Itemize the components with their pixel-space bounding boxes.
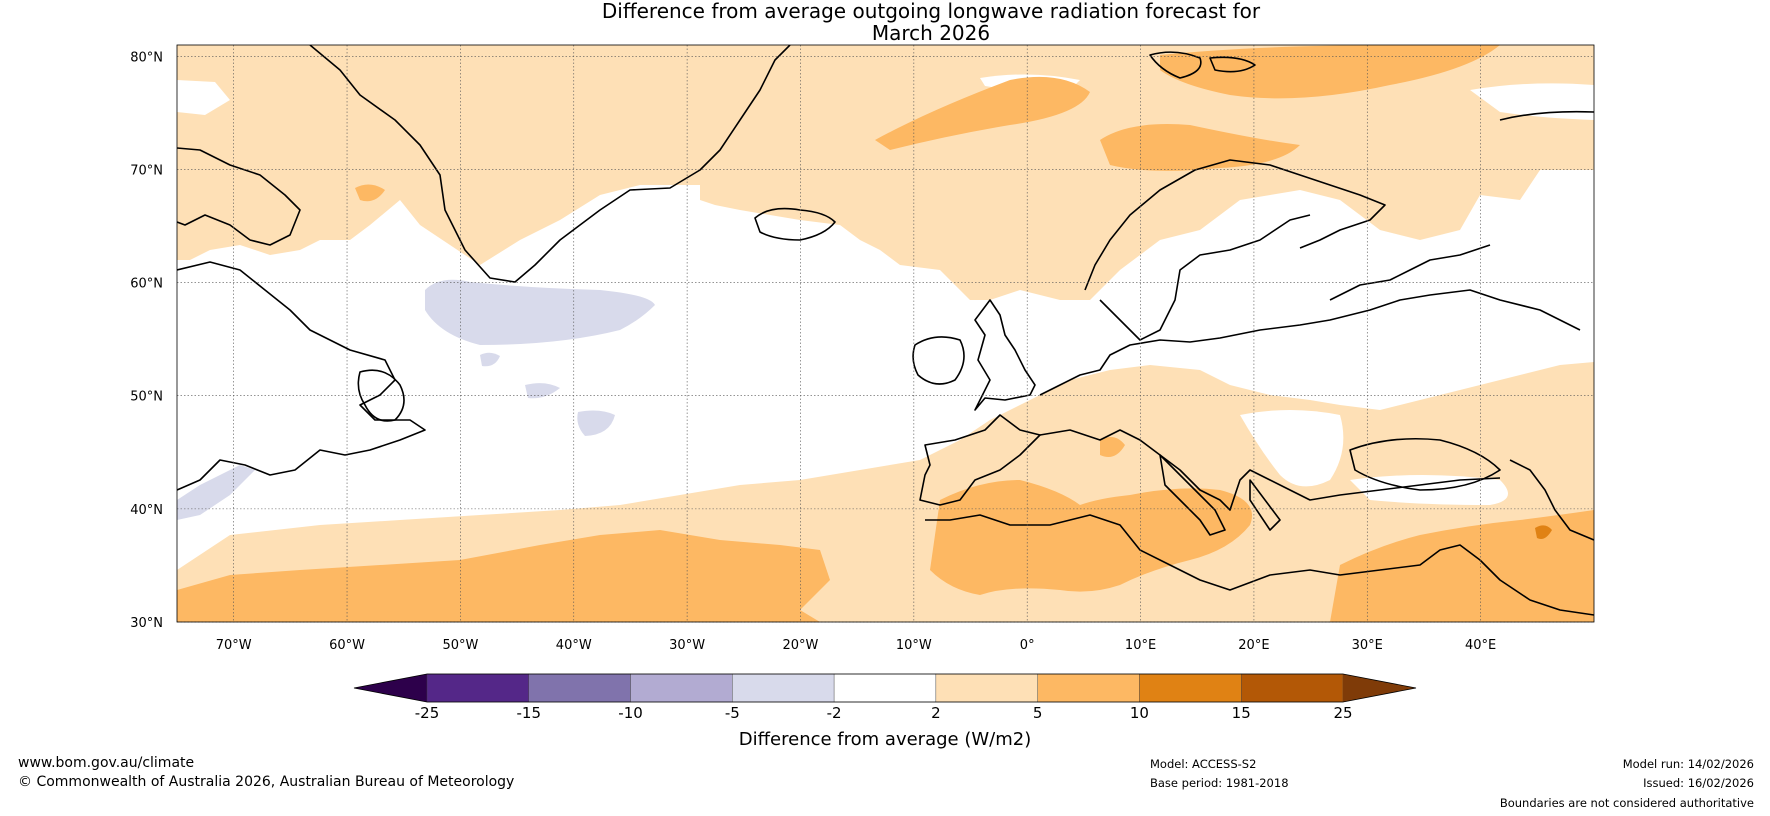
colorbar-tick-label: -15 xyxy=(517,704,542,722)
model-name: Model: ACCESS-S2 xyxy=(1150,757,1257,771)
colorbar-cell xyxy=(732,673,835,703)
longitude-label: 70°W xyxy=(216,638,252,653)
anomaly-area-negative xyxy=(577,410,615,436)
anomaly-area-negative xyxy=(525,383,560,399)
anomaly-area-south-high xyxy=(177,530,830,622)
anomaly-area-negative xyxy=(177,465,255,520)
longitude-label: 40°W xyxy=(556,638,592,653)
anomaly-area-north-high xyxy=(355,184,385,202)
colorbar-tick-label: -5 xyxy=(725,704,740,722)
coastline-mediterranean-north xyxy=(1039,429,1501,511)
anomaly-area-north xyxy=(177,45,1594,300)
map-title: Difference from average outgoing longwav… xyxy=(0,0,1770,44)
coastline-great-britain xyxy=(974,299,1036,411)
title-line-2: March 2026 xyxy=(871,21,991,45)
anomaly-area-north-high xyxy=(875,76,1090,150)
longitude-label: 30°E xyxy=(1352,638,1383,653)
website-link[interactable]: www.bom.gov.au/climate xyxy=(18,755,195,771)
colorbar-cell xyxy=(426,673,529,703)
colorbar-cell xyxy=(1241,673,1344,703)
colorbar-cell xyxy=(1037,673,1140,703)
anomaly-fills xyxy=(177,45,1594,622)
coastline-svalbard xyxy=(1149,51,1202,79)
colorbar-tick-label: 5 xyxy=(1033,704,1043,722)
colorbar-tick-label: 10 xyxy=(1130,704,1149,722)
anomaly-area-negative xyxy=(480,352,500,367)
colorbar-tick-label: 2 xyxy=(931,704,941,722)
colorbar-tick-label: -2 xyxy=(827,704,842,722)
latitude-label: 40°N xyxy=(130,503,163,518)
colorbar-tick-label: -10 xyxy=(618,704,643,722)
map-frame xyxy=(176,44,1595,623)
title-line-1: Difference from average outgoing longwav… xyxy=(601,0,1261,23)
latitude-label: 80°N xyxy=(130,50,163,65)
colorbar-label: Difference from average (W/m2) xyxy=(739,729,1031,750)
map-panel xyxy=(176,44,1595,623)
coastline-novaya-zemlya xyxy=(1499,110,1594,121)
coastline-greenland xyxy=(309,45,791,283)
coastlines xyxy=(177,45,1594,616)
longitude-label: 20°E xyxy=(1238,638,1269,653)
longitude-label: 60°W xyxy=(329,638,365,653)
latitude-label: 60°N xyxy=(130,277,163,292)
anomaly-area-south-high xyxy=(1330,510,1594,622)
colorbar-outline xyxy=(353,673,1417,703)
longitude-label: 0° xyxy=(1020,638,1035,653)
longitude-label: 10°E xyxy=(1125,638,1156,653)
latitude-label: 30°N xyxy=(130,616,163,631)
base-period: Base period: 1981-2018 xyxy=(1150,776,1289,790)
colorbar: -25 -15 -10 -5 -2 2 5 10 15 25 Difference from av… xyxy=(353,673,1417,750)
coastline-levant xyxy=(1509,459,1594,541)
anomaly-area-south-high xyxy=(1100,436,1125,458)
coastline-labrador xyxy=(177,261,426,491)
colorbar-cell xyxy=(528,673,631,703)
anomaly-area-negative xyxy=(425,279,655,345)
longitude-label: 20°W xyxy=(783,638,819,653)
boundaries-disclaimer: Boundaries are not considered authoritat… xyxy=(1499,796,1754,810)
coastline-greece xyxy=(1249,479,1281,531)
coastline-black-sea xyxy=(1349,437,1501,491)
anomaly-area-north-high xyxy=(1160,45,1500,99)
longitude-label: 10°W xyxy=(896,638,932,653)
coastline-svalbard xyxy=(1209,56,1256,73)
latitude-labels: 80°N 70°N 60°N 50°N 40°N 30°N xyxy=(130,50,163,631)
longitude-label: 30°W xyxy=(669,638,705,653)
latitude-label: 70°N xyxy=(130,163,163,178)
coastline-north-africa xyxy=(925,514,1594,616)
colorbar-tick-label: 25 xyxy=(1333,704,1352,722)
coastline-western-europe xyxy=(1039,289,1581,396)
anomaly-area-south-peak xyxy=(1535,525,1552,539)
coastline-canada-arctic xyxy=(177,147,301,246)
colorbar-tick-label: -25 xyxy=(415,704,440,722)
coastline-norway xyxy=(1084,159,1386,291)
anomaly-area-north-gap xyxy=(177,80,230,115)
issued-date: Issued: 16/02/2026 xyxy=(1643,776,1754,790)
colorbar-cell xyxy=(833,673,937,703)
anomaly-area-north-gap xyxy=(1470,83,1594,120)
model-run-date: Model run: 14/02/2026 xyxy=(1622,757,1754,771)
colorbar-cell xyxy=(935,673,1038,703)
longitude-label: 50°W xyxy=(442,638,478,653)
coastline-sweden xyxy=(1099,214,1311,341)
longitude-label: 40°E xyxy=(1465,638,1496,653)
anomaly-area-north-high xyxy=(1100,124,1300,171)
latitude-label: 50°N xyxy=(130,390,163,405)
coastline-iberia xyxy=(919,414,1041,506)
colorbar-tick-label: 15 xyxy=(1232,704,1251,722)
longitude-labels: 70°W 60°W 50°W 40°W 30°W 20°W 10°W 0° 10°E 20°E 30… xyxy=(216,638,1497,653)
coastline-iceland xyxy=(754,207,836,241)
coastline-italy xyxy=(1159,454,1226,536)
colorbar-over-arrow xyxy=(1343,674,1416,702)
colorbar-cell xyxy=(630,673,733,703)
colorbar-cell xyxy=(1139,673,1242,703)
anomaly-area-south-gap xyxy=(1240,410,1344,487)
copyright-text: © Commonwealth of Australia 2026, Austra… xyxy=(18,774,515,790)
coastline-ireland xyxy=(912,336,965,385)
colorbar-under-arrow xyxy=(354,674,427,702)
coastline-finland xyxy=(1329,244,1491,301)
